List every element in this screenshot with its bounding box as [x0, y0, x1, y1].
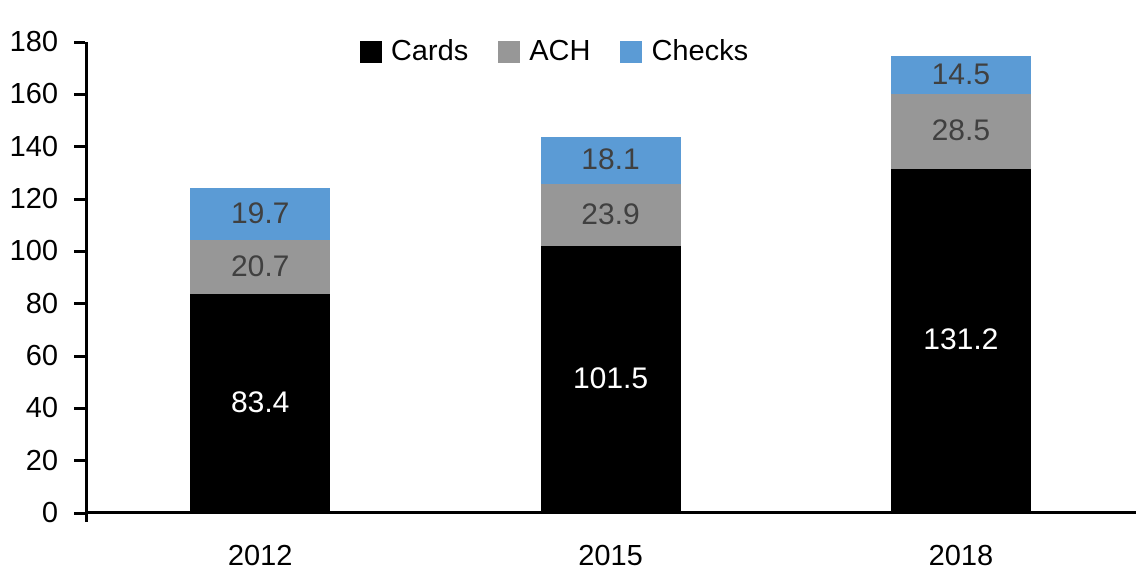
data-label: 83.4	[230, 385, 290, 419]
bar-segment-checks-2015: 18.1	[540, 136, 681, 184]
data-label: 19.7	[230, 196, 290, 230]
y-tick-mark	[74, 511, 85, 515]
x-axis-category-label: 2012	[227, 540, 293, 572]
chart-legend: Cards ACH Checks	[0, 35, 1136, 68]
y-axis-tick-label: 180	[9, 26, 58, 58]
legend-swatch-cards	[359, 40, 382, 63]
legend-item-checks: Checks	[620, 35, 748, 68]
y-tick-mark	[74, 197, 85, 201]
y-axis-tick-label: 60	[25, 340, 58, 372]
legend-label: Cards	[390, 35, 469, 67]
bar-segment-cards-2015: 101.5	[540, 246, 681, 512]
x-axis-line	[85, 511, 1136, 514]
legend-swatch-checks	[620, 40, 643, 63]
y-axis-tick-label: 20	[25, 444, 58, 477]
x-axis-category-label: 2015	[578, 540, 643, 572]
bar-segment-ach-2012: 20.7	[190, 239, 331, 294]
y-tick-mark	[74, 40, 85, 44]
y-tick-mark	[74, 459, 85, 463]
data-label: 14.5	[931, 58, 991, 92]
y-axis-tick-label: 140	[9, 130, 58, 163]
y-axis-tick-label: 0	[41, 497, 58, 529]
y-axis-tick-label: 160	[9, 78, 58, 111]
bar-segment-cards-2012: 83.4	[190, 293, 331, 512]
y-tick-mark	[74, 145, 85, 149]
y-axis-tick-label: 40	[25, 392, 58, 425]
y-axis-line	[85, 42, 88, 522]
data-label: 101.5	[572, 362, 649, 396]
y-tick-mark	[74, 302, 85, 306]
y-tick-mark	[74, 249, 85, 253]
legend-swatch-ach	[498, 40, 521, 63]
bar-segment-ach-2015: 23.9	[540, 183, 681, 247]
legend-item-cards: Cards	[359, 35, 469, 68]
data-label: 131.2	[923, 323, 999, 357]
y-axis-tick-label: 120	[9, 183, 58, 215]
data-label: 28.5	[931, 114, 991, 148]
x-axis-category-label: 2018	[928, 540, 994, 572]
legend-label: Checks	[651, 35, 749, 67]
bar-segment-checks-2018: 14.5	[890, 56, 1031, 95]
data-label: 23.9	[581, 198, 640, 232]
y-tick-mark	[74, 406, 85, 410]
data-label: 20.7	[230, 249, 290, 283]
legend-item-ach: ACH	[498, 35, 590, 68]
bar-segment-checks-2012: 19.7	[190, 188, 331, 240]
bar-segment-cards-2018: 131.2	[890, 168, 1031, 512]
y-tick-mark	[74, 354, 85, 358]
data-label: 18.1	[581, 143, 640, 177]
y-axis-tick-label: 80	[25, 287, 58, 320]
y-tick-mark	[74, 92, 85, 96]
legend-label: ACH	[529, 35, 591, 67]
y-axis-tick-label: 100	[9, 235, 58, 268]
bar-segment-ach-2018: 28.5	[890, 94, 1031, 169]
